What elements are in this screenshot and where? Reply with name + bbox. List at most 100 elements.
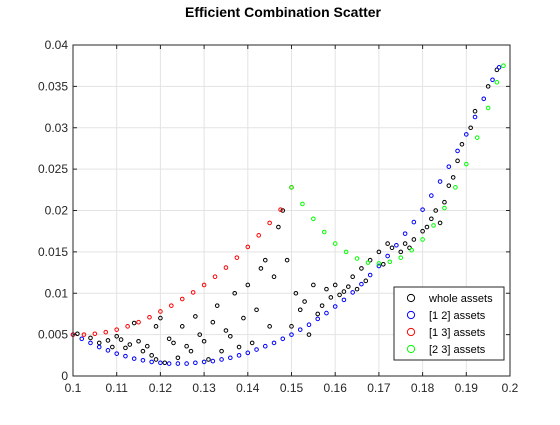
data-point xyxy=(210,319,216,325)
data-point xyxy=(365,260,371,265)
x-tick-label: 0.13 xyxy=(192,381,216,395)
data-point xyxy=(321,229,327,235)
data-point xyxy=(236,353,242,358)
data-point xyxy=(175,361,181,366)
data-point xyxy=(429,216,434,222)
data-point xyxy=(114,351,119,356)
data-point xyxy=(127,342,133,347)
data-point xyxy=(166,336,172,342)
data-point xyxy=(254,307,259,313)
data-point xyxy=(332,282,338,288)
data-point xyxy=(343,249,349,255)
data-point xyxy=(193,360,198,366)
data-point xyxy=(494,79,500,85)
y-tick-label: 0.005 xyxy=(38,328,68,342)
data-point xyxy=(114,333,119,339)
data-point xyxy=(232,290,237,296)
x-tick-label: 0.14 xyxy=(236,381,260,395)
data-point xyxy=(228,355,233,361)
data-point xyxy=(271,274,277,280)
data-point xyxy=(485,84,491,89)
data-point xyxy=(394,242,399,248)
series-3 xyxy=(289,63,506,266)
data-point xyxy=(114,327,119,332)
data-point xyxy=(402,241,408,246)
data-point xyxy=(297,307,303,313)
data-point xyxy=(402,231,408,236)
data-point xyxy=(262,343,268,349)
data-point xyxy=(315,311,321,317)
data-point xyxy=(446,183,452,188)
data-point xyxy=(162,360,168,366)
data-point xyxy=(350,274,355,280)
x-tick-label: 0.19 xyxy=(455,381,479,395)
data-point xyxy=(350,290,355,295)
data-point xyxy=(125,324,130,329)
data-point xyxy=(433,208,439,213)
data-point xyxy=(464,132,469,137)
data-point xyxy=(496,65,502,70)
data-point xyxy=(147,314,152,320)
x-tick-label: 0.11 xyxy=(105,381,128,395)
data-point xyxy=(354,286,360,292)
data-point xyxy=(212,274,218,280)
data-point xyxy=(289,332,294,337)
data-point xyxy=(245,350,251,356)
data-point xyxy=(468,125,473,131)
data-point xyxy=(171,340,176,346)
data-point xyxy=(363,278,369,284)
data-point xyxy=(328,295,334,300)
data-point xyxy=(420,207,425,212)
data-point xyxy=(175,355,181,361)
data-point xyxy=(442,199,447,205)
data-point xyxy=(464,161,469,167)
data-point xyxy=(278,207,283,212)
data-point xyxy=(184,361,189,366)
data-point xyxy=(131,356,137,361)
data-point xyxy=(293,290,299,296)
data-point xyxy=(319,303,325,308)
data-point xyxy=(153,357,159,362)
data-point xyxy=(459,142,465,147)
data-point xyxy=(474,135,480,140)
data-point xyxy=(188,348,194,354)
y-tick-label: 0.035 xyxy=(38,79,68,93)
data-point xyxy=(256,233,262,238)
legend-marker xyxy=(406,293,416,303)
data-point xyxy=(179,324,185,329)
x-tick-label: 0.2 xyxy=(502,381,519,395)
data-point xyxy=(276,224,281,230)
data-point xyxy=(450,175,456,180)
data-point xyxy=(219,348,224,354)
data-point xyxy=(118,337,124,342)
data-point xyxy=(341,289,347,294)
data-point xyxy=(297,327,303,332)
x-tick-label: 0.15 xyxy=(280,381,304,395)
data-point xyxy=(241,315,246,321)
data-point xyxy=(429,193,434,198)
data-point xyxy=(442,205,447,211)
data-point xyxy=(184,343,189,349)
data-point xyxy=(389,245,395,251)
data-point xyxy=(431,223,436,228)
data-point xyxy=(385,253,390,259)
data-point xyxy=(105,338,111,343)
data-point xyxy=(332,304,338,309)
y-tick-label: 0.02 xyxy=(45,204,69,218)
data-point xyxy=(472,108,478,114)
data-point xyxy=(140,348,146,354)
data-point xyxy=(354,256,360,261)
data-point xyxy=(201,338,207,344)
data-point xyxy=(271,340,277,346)
legend-label: whole assets xyxy=(428,293,493,305)
data-point xyxy=(490,77,495,83)
data-point xyxy=(92,331,98,337)
data-point xyxy=(411,219,417,225)
legend-label: [1 2] assets xyxy=(429,310,486,322)
data-point xyxy=(158,315,163,321)
data-point xyxy=(210,358,216,364)
data-point xyxy=(75,331,80,337)
data-point xyxy=(446,164,452,169)
data-point xyxy=(228,333,233,339)
